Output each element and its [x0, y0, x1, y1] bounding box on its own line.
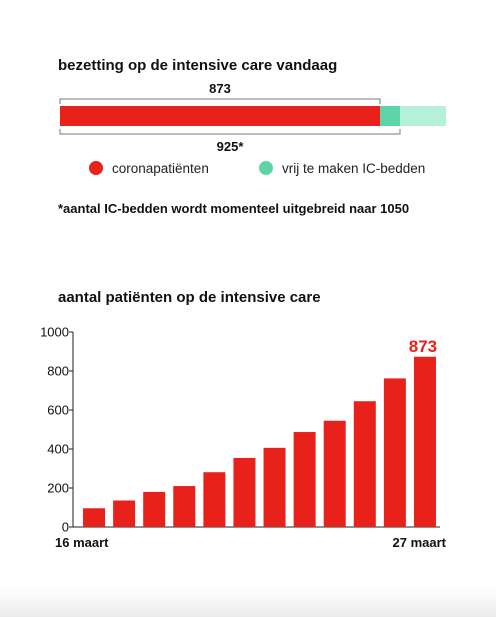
bar	[203, 472, 226, 527]
y-tick-label: 0	[62, 520, 69, 535]
patients-count-label: 873	[209, 81, 231, 96]
x-first-label: 16 maart	[55, 535, 109, 550]
occupancy-title: bezetting op de intensive care vandaag	[58, 57, 337, 74]
bar	[113, 500, 136, 527]
legend-free-beds-swatch	[259, 161, 273, 175]
bar	[263, 447, 286, 527]
page-footer	[0, 587, 496, 617]
total-beds-bracket	[59, 129, 401, 135]
occupancy-corona-bar	[60, 106, 380, 126]
legend-free-beds-label: vrij te maken IC-bedden	[282, 161, 425, 176]
legend-corona-label: coronapatiënten	[112, 161, 209, 176]
patients-bracket	[59, 98, 381, 104]
y-tick-label: 1000	[40, 325, 69, 340]
y-tick-label: 400	[47, 442, 69, 457]
bar	[293, 432, 316, 527]
chart-title: aantal patiënten op de intensive care	[58, 289, 321, 306]
bar	[383, 378, 406, 527]
bar	[83, 508, 106, 527]
bar	[353, 401, 376, 527]
x-last-label: 27 maart	[393, 535, 447, 550]
bar-chart: 0 200 400 600 800 1000 873	[40, 325, 440, 535]
bar	[413, 356, 436, 527]
y-tick-label: 200	[47, 481, 69, 496]
legend-corona-swatch	[89, 161, 103, 175]
bar	[173, 486, 196, 527]
y-tick-label: 800	[47, 364, 69, 379]
total-beds-label: 925*	[217, 139, 245, 154]
bar	[143, 491, 166, 527]
bar	[233, 457, 256, 527]
y-tick-label: 600	[47, 403, 69, 418]
last-bar-value-label: 873	[409, 337, 437, 356]
bar	[323, 420, 346, 527]
footnote: *aantal IC-bedden wordt momenteel uitgeb…	[58, 201, 409, 216]
